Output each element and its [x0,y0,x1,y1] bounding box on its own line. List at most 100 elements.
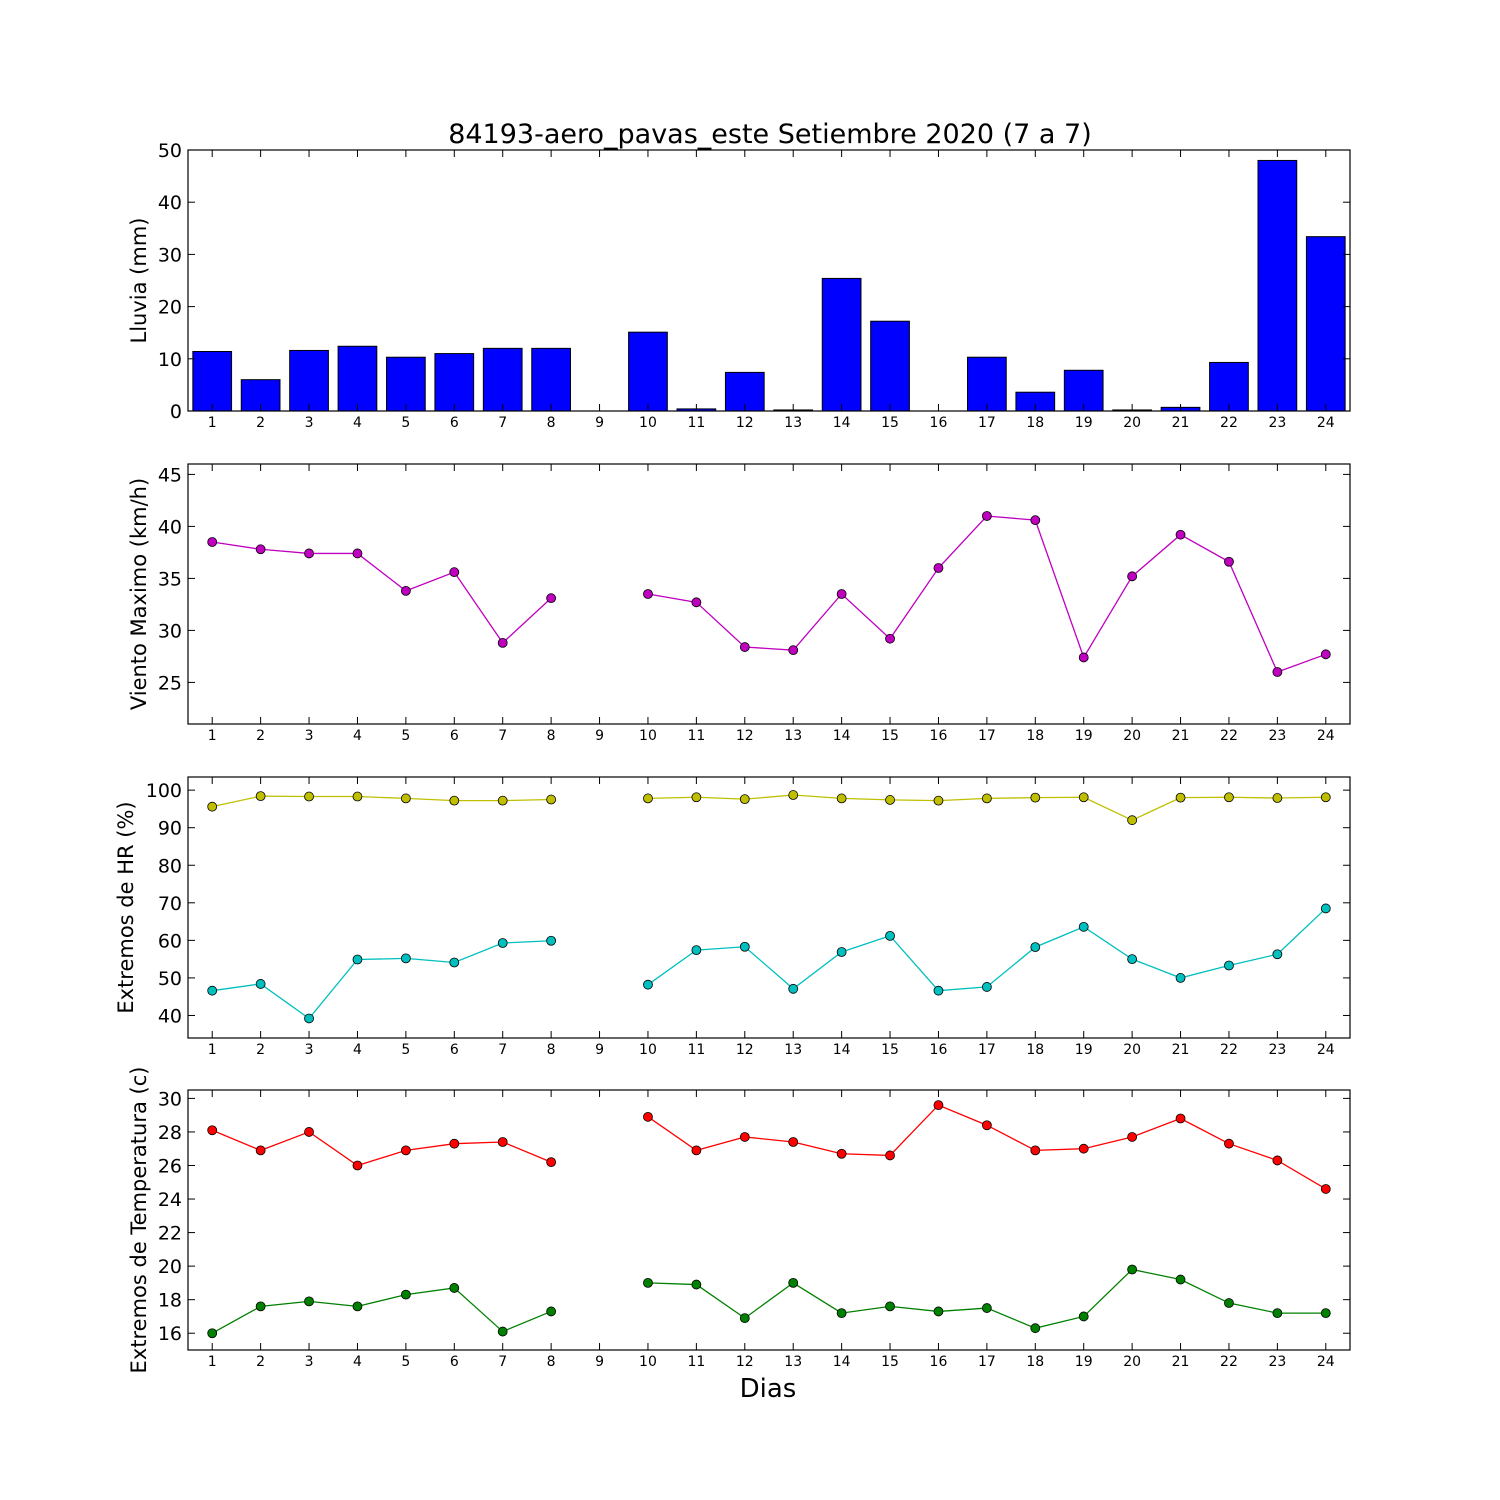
bar-day-3 [289,349,329,412]
figure-title: 84193-aero_pavas_este Setiembre 2020 (7 … [448,119,1092,150]
bar-day-14 [821,277,862,412]
x-tick-label: 3 [305,1354,314,1370]
series-1-point-day-13 [788,645,799,656]
x-tick-label: 5 [401,415,410,431]
y-tick-label: 40 [158,192,182,214]
series-2-point-day-8 [546,935,557,946]
x-tick-label: 23 [1268,1042,1286,1058]
x-tick-label: 21 [1172,1042,1190,1058]
x-tick-label: 18 [1026,728,1044,744]
x-tick-label: 24 [1317,1042,1335,1058]
x-tick-label: 13 [784,1042,802,1058]
series-1-point-day-8 [546,794,557,805]
x-tick-label: 12 [736,1354,754,1370]
bar-day-1 [192,350,233,412]
y-tick-label: 35 [158,568,182,590]
x-tick-label: 15 [881,415,899,431]
y-tick-label: 26 [158,1155,182,1177]
x-tick-label: 2 [256,1354,265,1370]
series-2-point-day-24 [1320,1308,1331,1318]
y-tick-label: 40 [158,1005,182,1027]
x-tick-label: 6 [450,1354,459,1370]
series-1-point-day-13 [788,790,799,800]
axes-frame [187,1089,1351,1351]
series-2-point-day-19 [1078,921,1089,932]
series-2-point-day-18 [1030,942,1041,953]
series-2-point-day-6 [449,1283,460,1293]
series-2-point-day-22 [1224,1298,1234,1308]
axes-frame [187,463,1351,725]
series-2-point-day-12 [739,941,750,952]
series-1-line-2 [647,1104,1327,1190]
series-2-point-day-7 [497,1326,508,1337]
y-tick-label: 50 [158,140,182,162]
y-tick-label: 25 [158,672,182,694]
x-tick-label: 15 [881,1354,899,1370]
series-2-point-day-10 [643,1278,653,1288]
series-1-point-day-22 [1224,792,1234,803]
series-2-point-day-17 [981,1303,992,1313]
y-axis-label: Lluvia (mm) [127,218,151,344]
series-1-point-day-6 [449,1138,460,1149]
series-1-line-1 [212,541,552,644]
series-1-point-day-13 [788,1137,799,1147]
x-tick-label: 8 [547,1354,556,1370]
x-tick-label: 14 [833,1354,851,1370]
x-tick-label: 19 [1075,1354,1093,1370]
x-tick-label: 4 [353,1354,362,1370]
y-axis-label: Viento Maximo (km/h) [127,478,151,710]
x-tick-label: 11 [687,728,705,744]
series-2-point-day-11 [691,945,702,956]
series-2-point-day-18 [1030,1323,1041,1334]
x-tick-label: 18 [1026,415,1044,431]
series-2-point-day-8 [546,1306,557,1317]
series-2-point-day-7 [497,938,508,948]
x-tick-label: 19 [1075,415,1093,431]
series-1-point-day-14 [836,793,847,804]
series-2-point-day-11 [691,1279,702,1290]
series-2-point-day-5 [400,1289,411,1300]
x-axis-label: Dias [740,1374,797,1404]
series-1-point-day-20 [1127,1132,1138,1142]
x-tick-label: 17 [978,1354,996,1370]
x-tick-label: 5 [401,1354,410,1370]
series-2-point-day-2 [255,979,266,989]
series-1-point-day-2 [255,791,266,802]
y-tick-label: 100 [146,780,182,802]
series-2-point-day-10 [643,979,653,990]
x-tick-label: 17 [978,415,996,431]
series-2-point-day-1 [207,1328,218,1339]
series-2-line-2 [647,907,1327,992]
series-1-point-day-21 [1175,529,1186,540]
x-tick-label: 3 [305,728,314,744]
series-2-point-day-15 [885,930,895,941]
x-tick-label: 24 [1317,728,1335,744]
x-tick-label: 3 [305,415,314,431]
x-tick-label: 12 [736,415,754,431]
x-tick-label: 16 [930,1042,948,1058]
x-tick-label: 10 [639,1042,657,1058]
y-tick-label: 60 [158,930,182,952]
series-1-point-day-1 [207,537,218,547]
series-2-point-day-4 [352,1301,363,1312]
series-1-point-day-5 [400,1145,411,1156]
series-2-line-1 [211,1287,552,1334]
series-1-point-day-7 [497,1137,508,1147]
series-1-point-day-11 [691,1145,702,1156]
series-1-point-day-10 [643,1111,653,1122]
x-tick-label: 7 [498,728,507,744]
series-1-point-day-16 [933,563,944,573]
series-2-point-day-23 [1272,949,1283,960]
series-1-point-day-18 [1030,1145,1041,1156]
x-tick-label: 10 [639,728,657,744]
series-2-point-day-3 [304,1013,314,1024]
x-tick-label: 1 [208,1042,217,1058]
x-tick-label: 2 [256,415,265,431]
y-tick-label: 30 [158,1088,182,1110]
series-1-point-day-23 [1272,793,1283,803]
x-tick-label: 14 [833,415,851,431]
bar-day-5 [386,356,426,412]
series-2-point-day-22 [1224,960,1234,971]
x-tick-label: 8 [547,728,556,744]
